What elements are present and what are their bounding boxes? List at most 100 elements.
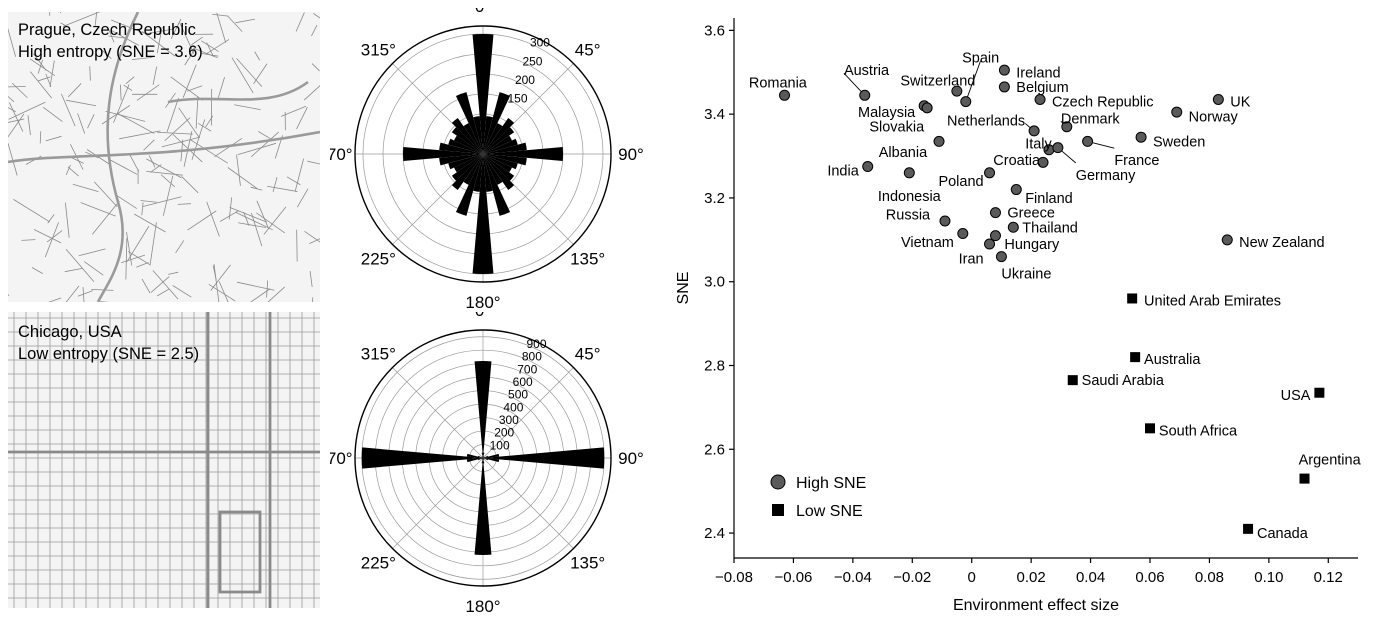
polar-bar xyxy=(483,458,484,460)
radial-tick-label: 400 xyxy=(503,400,523,414)
point-label: Poland xyxy=(938,174,983,190)
angle-label: 45° xyxy=(575,344,601,363)
sne-vs-effect-scatter-chart: 2.4 2.6 2.8 3.0 3.2 3.4 3.6 −0.08 −0.06 −0.04 −0.0… xyxy=(675,18,1362,614)
polar-bar xyxy=(472,154,494,274)
point-label: Croatia xyxy=(993,153,1041,169)
chicago-street-network xyxy=(8,312,320,608)
radial-tick-label: 300 xyxy=(499,413,519,427)
radial-tick-label: 300 xyxy=(530,36,550,50)
polar-bar xyxy=(439,154,483,166)
polar-bar xyxy=(482,457,483,458)
high-sne-point xyxy=(989,230,1001,242)
polar-bar xyxy=(483,154,511,216)
polar-bar xyxy=(463,123,483,154)
polar-bar xyxy=(466,453,483,458)
legend-label: High SNE xyxy=(796,475,866,492)
polar-bar xyxy=(481,458,483,464)
high-sne-series: Romania Austria Switzerland Spain IrelandBel… xyxy=(749,51,1325,283)
polar-bar xyxy=(483,116,493,154)
point-label: Switzerland xyxy=(900,74,975,90)
polar-bar xyxy=(473,116,483,154)
high-sne-point xyxy=(995,251,1007,263)
polar-bar xyxy=(451,127,483,154)
point-label: New Zealand xyxy=(1239,235,1324,251)
x-tick-label: 0.04 xyxy=(1076,569,1105,586)
polar-bar xyxy=(483,456,485,458)
angle-label: 270° xyxy=(330,145,353,164)
high-sne-point xyxy=(1037,156,1049,168)
polar-bar xyxy=(483,458,485,464)
point-label: Hungary xyxy=(1004,237,1060,253)
polar-bar xyxy=(483,456,484,458)
point-label: USA xyxy=(1281,388,1311,404)
polar-bar xyxy=(473,154,483,192)
polar-bar xyxy=(481,458,483,459)
low-sne-point xyxy=(1145,423,1155,434)
point-label: Slovakia xyxy=(869,120,925,136)
scatter-legend: High SNE Low SNE xyxy=(770,474,866,520)
polar-bar xyxy=(453,154,483,173)
point-label: Germany xyxy=(1076,168,1136,184)
polar-bar xyxy=(482,458,483,460)
radial-tick-label: 150 xyxy=(507,91,527,105)
high-sne-point xyxy=(933,135,945,147)
prague-orientation-polar-chart: 150 200 250 300 0° 45° 90° 135° 180° 225° 270° 315° xyxy=(330,8,644,308)
chicago-entropy-label: Low entropy (SNE = 2.5) xyxy=(18,345,200,363)
angle-label: 225° xyxy=(361,250,396,269)
angle-label: 0° xyxy=(475,8,491,16)
radial-tick-label: 700 xyxy=(517,362,537,376)
high-sne-point xyxy=(859,89,871,101)
point-label: Italy xyxy=(1025,136,1052,152)
high-sne-point xyxy=(1010,184,1022,196)
low-sne-point xyxy=(1314,387,1325,398)
polar-bar xyxy=(481,456,483,458)
polar-bar xyxy=(474,458,492,556)
y-tick-label: 3.0 xyxy=(704,274,725,291)
angle-label: 270° xyxy=(330,449,353,468)
polar-bar xyxy=(451,154,483,181)
polar-bar xyxy=(483,92,511,154)
high-sne-point xyxy=(779,89,791,101)
polar-bar xyxy=(481,452,483,458)
high-sne-point xyxy=(998,64,1010,76)
high-sne-point xyxy=(951,85,963,97)
high-sne-point xyxy=(903,167,915,179)
angle-label: 135° xyxy=(570,250,605,269)
high-sne-point xyxy=(998,81,1010,93)
point-label: France xyxy=(1114,153,1159,169)
polar-bar xyxy=(439,142,483,154)
x-tick-label: 0 xyxy=(968,569,976,586)
point-label: Russia xyxy=(886,208,931,224)
polar-bar xyxy=(483,458,500,463)
leader-line xyxy=(965,60,982,102)
high-sne-point xyxy=(862,161,874,173)
polar-bar xyxy=(482,456,483,458)
high-sne-point xyxy=(1171,106,1183,118)
point-label: Belgium xyxy=(1016,80,1068,96)
radial-tick-label: 250 xyxy=(522,54,542,68)
polar-bar xyxy=(483,138,518,154)
high-sne-point xyxy=(1135,131,1147,143)
polar-bar xyxy=(361,447,483,469)
prague-street-network xyxy=(8,12,320,302)
low-sne-point xyxy=(1299,473,1310,484)
high-sne-point xyxy=(1082,135,1094,147)
high-sne-point xyxy=(960,96,972,108)
polar-bar xyxy=(483,457,485,458)
angle-label: 315° xyxy=(361,344,396,363)
chicago-map: Chicago, USA Low entropy (SNE = 2.5) xyxy=(8,312,320,608)
high-sne-point xyxy=(989,207,1001,219)
polar-bar xyxy=(483,117,515,154)
polar-bar xyxy=(483,455,489,458)
point-label: Albania xyxy=(879,145,928,161)
radial-tick-label: 200 xyxy=(494,426,514,440)
high-sne-point xyxy=(984,167,996,179)
y-axis-label: SNE xyxy=(675,272,692,305)
polar-bar xyxy=(448,154,483,170)
polar-bar xyxy=(483,154,515,181)
polar-bar xyxy=(483,458,484,459)
y-tick-label: 3.6 xyxy=(704,22,725,39)
polar-bar xyxy=(477,458,483,461)
polar-outline xyxy=(354,25,612,283)
point-label: Sweden xyxy=(1153,134,1205,150)
